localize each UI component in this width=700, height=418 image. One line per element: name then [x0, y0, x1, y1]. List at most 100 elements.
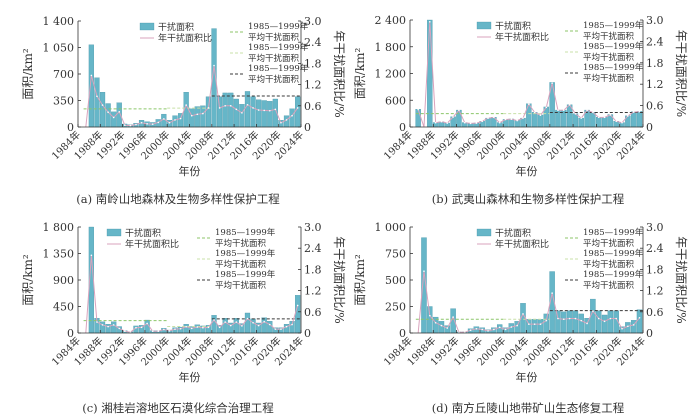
y2-axis-label: 年干扰面积比/%: [332, 30, 346, 117]
ratio-point-1989: [440, 324, 443, 327]
y-tick-label: 600: [385, 94, 406, 107]
ratio-point-2019: [615, 317, 618, 320]
ratio-point-1999: [498, 121, 501, 124]
legend-average-label2-2: 平均干扰面积: [583, 73, 635, 84]
ratio-point-2014: [246, 317, 249, 320]
ratio-point-1988: [101, 104, 104, 106]
ratio-point-2012: [574, 317, 577, 320]
y-tick-label: 1 800: [43, 221, 75, 234]
ratio-point-1989: [107, 325, 109, 328]
ratio-point-1998: [493, 116, 495, 119]
ratio-point-2010: [562, 318, 565, 321]
ratio-point-2019: [274, 108, 277, 111]
y-tick-label: 750: [385, 248, 406, 261]
ratio-point-2006: [202, 112, 204, 115]
ratio-point-1988: [434, 121, 437, 124]
y2-tick-label: 1.2: [646, 285, 664, 298]
chart-caption: (d) 南方丘陵山地带矿山生态修复工程: [432, 401, 625, 415]
bar-2012: [233, 98, 239, 128]
ratio-point-2013: [241, 325, 243, 327]
bar-1988: [99, 92, 106, 128]
legend-average-label2-0: 平均干扰面积: [248, 32, 300, 43]
legend-line-label: 年干扰面积比: [495, 31, 549, 43]
ratio-point-2008: [213, 319, 215, 321]
ratio-point-2004: [528, 103, 530, 105]
ratio-point-2022: [291, 323, 293, 326]
ratio-point-2006: [539, 323, 542, 325]
chart-caption: (c) 湘桂岩溶地区石漠化综合治理工程: [82, 401, 274, 415]
legend-average-label2-2: 平均干扰面积: [215, 280, 267, 291]
ratio-point-2022: [291, 114, 293, 117]
y-axis-label: 面积/km²: [353, 254, 367, 306]
y2-axis-label: 年干扰面积比/%: [332, 236, 346, 323]
bar-2012: [233, 318, 239, 334]
bar-1985: [415, 109, 421, 128]
ratio-point-2015: [592, 111, 594, 114]
ratio-point-2016: [597, 116, 600, 119]
y2-tick-label: 0.6: [304, 306, 322, 319]
bar-2006: [537, 114, 544, 128]
ratio-point-1991: [452, 316, 454, 318]
bar-2017: [261, 317, 267, 334]
ratio-point-2013: [580, 117, 583, 119]
bar-2005: [531, 319, 538, 334]
bar-2010: [222, 318, 228, 334]
y2-tick-label: 3.0: [304, 221, 322, 234]
legend-average-label1-2: 1985—1999年: [583, 269, 644, 280]
ratio-point-1991: [452, 116, 454, 118]
ratio-point-2009: [218, 107, 221, 109]
ratio-point-1986: [90, 74, 93, 77]
y-axis-label: 面积/km²: [21, 254, 35, 306]
legend-average-label1-1: 1985—1999年: [215, 248, 276, 259]
ratio-point-2007: [545, 319, 548, 322]
bar-2014: [244, 91, 251, 128]
bar-2008: [211, 315, 217, 334]
y2-tick-label: 3.0: [646, 14, 664, 27]
ratio-point-1997: [151, 123, 154, 125]
y-tick-label: 0: [67, 121, 74, 134]
ratio-point-2000: [168, 330, 171, 332]
ratio-point-1995: [475, 327, 478, 330]
ratio-point-1986: [90, 254, 93, 257]
ratio-point-2010: [224, 321, 226, 323]
bar-1986: [88, 44, 94, 128]
ratio-point-1993: [129, 124, 132, 127]
bar-2023: [295, 96, 301, 128]
y-tick-label: 1 800: [375, 41, 407, 54]
ratio-point-2010: [562, 109, 565, 112]
ratio-point-2021: [285, 325, 288, 328]
chart-panel-b: 0 600 1 200 1 800 2 400 0 0.6 1.2 1.8 2.4 3.0 1984年…: [350, 0, 700, 209]
ratio-point-1990: [446, 122, 449, 124]
legend-average-label2-1: 平均干扰面积: [248, 53, 300, 64]
y2-tick-label: 2.4: [304, 242, 322, 255]
legend-average-label1-0: 1985—1999年: [583, 227, 644, 238]
bar-1995: [473, 326, 480, 334]
y2-tick-label: 0.6: [304, 100, 322, 113]
bar-2013: [578, 313, 584, 334]
bar-1990: [111, 321, 117, 334]
legend-line-label: 年干扰面积比: [495, 238, 549, 250]
ratio-point-1992: [124, 124, 126, 127]
ratio-point-2018: [268, 323, 271, 326]
legend-bar-label: 干扰面积: [495, 20, 531, 32]
ratio-point-2023: [296, 107, 299, 109]
ratio-point-2011: [568, 104, 571, 106]
ratio-point-2023: [296, 304, 299, 307]
bar-2016: [596, 117, 602, 128]
ratio-point-2020: [621, 327, 623, 330]
y2-tick-label: 0.6: [646, 100, 664, 113]
ratio-point-2012: [235, 108, 238, 111]
y2-tick-label: 2.4: [304, 36, 322, 49]
ratio-point-2005: [533, 111, 536, 114]
y2-tick-label: 0: [646, 121, 653, 134]
chart-panel-d: 0 250 500 750 1 000 0 0.6 1.2 1.8 2.4 3.0 1984年 1988…: [350, 209, 700, 418]
ratio-point-2001: [510, 118, 513, 120]
bar-1987: [427, 19, 433, 128]
y2-tick-label: 0: [646, 327, 653, 340]
y2-tick-label: 2.4: [646, 242, 664, 255]
ratio-point-1999: [163, 118, 165, 120]
legend-average-label1-1: 1985—1999年: [583, 248, 644, 259]
ratio-point-2021: [627, 325, 629, 328]
